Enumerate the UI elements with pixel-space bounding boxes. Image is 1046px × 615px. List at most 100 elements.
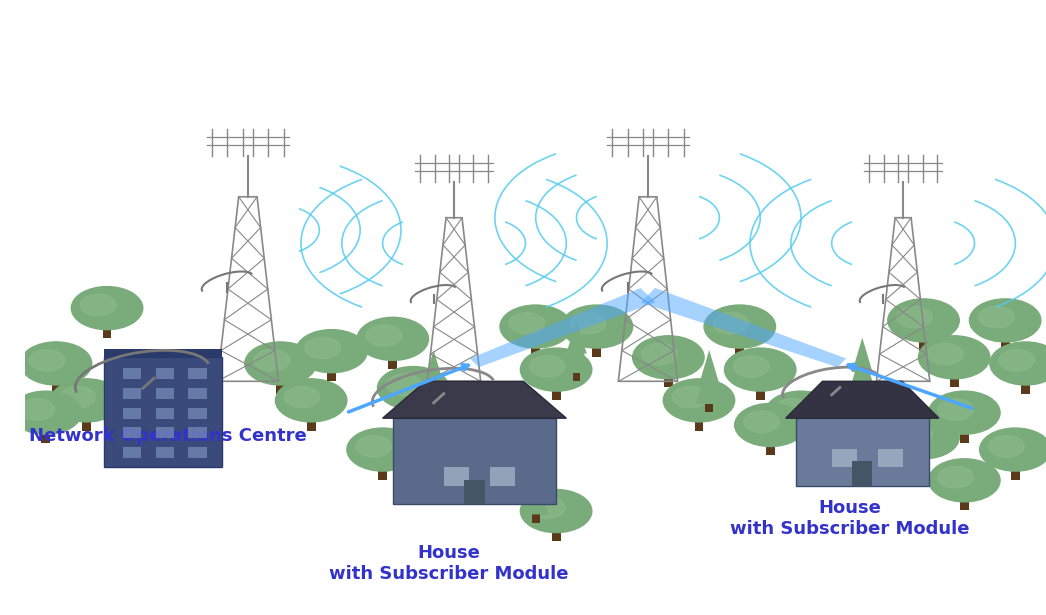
Polygon shape	[388, 354, 397, 369]
Circle shape	[978, 306, 1015, 328]
Circle shape	[357, 317, 429, 360]
Circle shape	[81, 294, 116, 315]
Circle shape	[896, 306, 932, 328]
FancyBboxPatch shape	[444, 467, 470, 486]
Circle shape	[529, 355, 565, 377]
Circle shape	[479, 453, 551, 496]
Circle shape	[347, 428, 418, 471]
Polygon shape	[51, 379, 61, 394]
Polygon shape	[641, 288, 846, 367]
Circle shape	[520, 490, 592, 533]
Polygon shape	[919, 336, 928, 351]
Polygon shape	[531, 514, 540, 523]
Polygon shape	[327, 367, 336, 381]
Polygon shape	[859, 392, 866, 400]
FancyBboxPatch shape	[393, 418, 556, 504]
Circle shape	[929, 391, 1000, 434]
Polygon shape	[573, 373, 581, 381]
Circle shape	[275, 379, 347, 422]
Polygon shape	[697, 357, 722, 404]
FancyBboxPatch shape	[188, 447, 206, 458]
Circle shape	[918, 336, 990, 379]
Polygon shape	[470, 288, 656, 367]
Polygon shape	[103, 323, 112, 338]
Circle shape	[19, 399, 54, 420]
FancyBboxPatch shape	[188, 388, 206, 399]
Circle shape	[304, 337, 341, 359]
Polygon shape	[699, 350, 720, 384]
Circle shape	[928, 343, 963, 365]
Circle shape	[673, 386, 708, 408]
Circle shape	[888, 416, 959, 459]
Circle shape	[641, 343, 678, 365]
Polygon shape	[420, 357, 447, 404]
Circle shape	[71, 287, 142, 330]
Polygon shape	[383, 381, 566, 418]
FancyBboxPatch shape	[105, 349, 222, 357]
FancyBboxPatch shape	[156, 388, 174, 399]
Polygon shape	[705, 404, 713, 412]
Circle shape	[734, 403, 806, 446]
Polygon shape	[756, 385, 765, 400]
Polygon shape	[551, 526, 561, 541]
Circle shape	[733, 355, 769, 377]
Polygon shape	[664, 373, 673, 387]
FancyBboxPatch shape	[188, 427, 206, 438]
Circle shape	[988, 435, 1024, 457]
Circle shape	[520, 348, 592, 391]
Circle shape	[386, 374, 423, 395]
Circle shape	[570, 312, 606, 334]
Polygon shape	[409, 403, 417, 418]
Polygon shape	[379, 465, 387, 480]
FancyBboxPatch shape	[122, 368, 141, 379]
Polygon shape	[306, 416, 316, 430]
Circle shape	[633, 336, 704, 379]
Circle shape	[896, 423, 932, 445]
Polygon shape	[735, 342, 745, 357]
FancyBboxPatch shape	[122, 447, 141, 458]
FancyBboxPatch shape	[878, 449, 903, 467]
Polygon shape	[919, 453, 928, 467]
Polygon shape	[695, 416, 704, 430]
Circle shape	[60, 386, 95, 408]
Polygon shape	[960, 496, 969, 510]
Circle shape	[285, 386, 320, 408]
Circle shape	[356, 435, 391, 457]
Circle shape	[774, 399, 810, 420]
Polygon shape	[1021, 379, 1030, 394]
FancyBboxPatch shape	[832, 449, 857, 467]
Text: House
with Subscriber Module: House with Subscriber Module	[730, 499, 970, 538]
Circle shape	[562, 305, 633, 348]
Polygon shape	[83, 416, 91, 430]
FancyBboxPatch shape	[156, 447, 174, 458]
Text: Network Operations Centre: Network Operations Centre	[29, 427, 308, 445]
Circle shape	[488, 460, 524, 482]
Circle shape	[713, 312, 749, 334]
Circle shape	[20, 342, 92, 385]
Polygon shape	[430, 404, 437, 412]
Circle shape	[51, 379, 122, 422]
Circle shape	[509, 312, 545, 334]
FancyBboxPatch shape	[464, 480, 484, 504]
Circle shape	[254, 349, 290, 371]
FancyBboxPatch shape	[852, 461, 872, 486]
Circle shape	[937, 466, 973, 488]
Polygon shape	[276, 379, 285, 394]
Polygon shape	[510, 490, 520, 504]
Polygon shape	[786, 381, 939, 418]
Polygon shape	[566, 319, 587, 354]
FancyBboxPatch shape	[188, 408, 206, 419]
Polygon shape	[950, 373, 958, 387]
Circle shape	[10, 391, 82, 434]
Polygon shape	[849, 344, 876, 392]
Circle shape	[970, 299, 1041, 342]
FancyBboxPatch shape	[122, 427, 141, 438]
FancyBboxPatch shape	[156, 408, 174, 419]
FancyBboxPatch shape	[156, 427, 174, 438]
Circle shape	[990, 342, 1046, 385]
Circle shape	[980, 428, 1046, 471]
FancyBboxPatch shape	[796, 418, 929, 486]
Polygon shape	[42, 428, 50, 443]
Polygon shape	[1010, 465, 1020, 480]
Circle shape	[663, 379, 734, 422]
